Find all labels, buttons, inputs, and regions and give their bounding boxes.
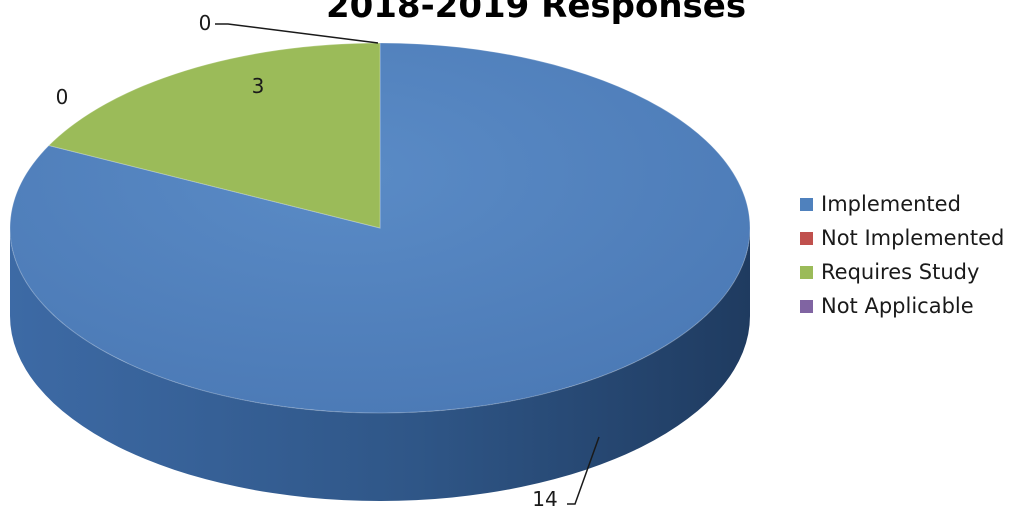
data-label-implemented: 14 bbox=[532, 487, 557, 511]
pie-slice-requires-study bbox=[47, 42, 381, 229]
data-label-requires-study: 3 bbox=[252, 74, 265, 98]
legend-label-implemented: Implemented bbox=[821, 192, 961, 216]
legend-swatch-not-applicable bbox=[800, 299, 813, 313]
legend-label-requires-study: Requires Study bbox=[821, 260, 980, 284]
legend-label-not-applicable: Not Applicable bbox=[821, 294, 974, 318]
legend-item-not-implemented: Not Implemented bbox=[800, 221, 1004, 255]
leader-line-not-implemented bbox=[215, 23, 379, 44]
pie-slice-implemented bbox=[9, 42, 751, 414]
legend-swatch-implemented bbox=[800, 197, 813, 211]
legend-item-implemented: Implemented bbox=[800, 187, 1004, 221]
leader-line-implemented bbox=[567, 436, 600, 505]
data-label-not-implemented: 0 bbox=[199, 11, 212, 35]
legend-swatch-not-implemented bbox=[800, 231, 813, 245]
legend: Implemented Not Implemented Requires Stu… bbox=[800, 187, 1004, 323]
legend-label-not-implemented: Not Implemented bbox=[821, 226, 1005, 250]
legend-item-requires-study: Requires Study bbox=[800, 255, 1004, 289]
legend-swatch-requires-study bbox=[800, 265, 813, 279]
legend-item-not-applicable: Not Applicable bbox=[800, 289, 1004, 323]
chart-title: 2018-2019 Responses bbox=[325, 0, 747, 26]
pie-side-implemented bbox=[10, 228, 750, 501]
data-label-not-applicable: 0 bbox=[56, 85, 69, 109]
